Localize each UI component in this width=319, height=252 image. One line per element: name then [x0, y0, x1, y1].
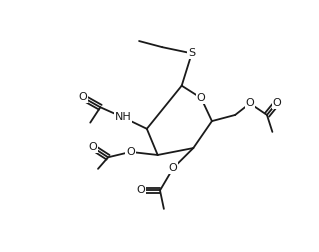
Text: NH: NH — [115, 112, 131, 122]
Text: O: O — [169, 163, 178, 173]
Text: O: O — [88, 142, 97, 152]
Text: O: O — [78, 92, 87, 102]
Text: S: S — [188, 48, 195, 58]
Text: O: O — [273, 98, 281, 108]
Text: O: O — [197, 93, 205, 103]
Text: O: O — [126, 147, 135, 157]
Text: O: O — [246, 98, 254, 108]
Text: O: O — [136, 185, 145, 195]
